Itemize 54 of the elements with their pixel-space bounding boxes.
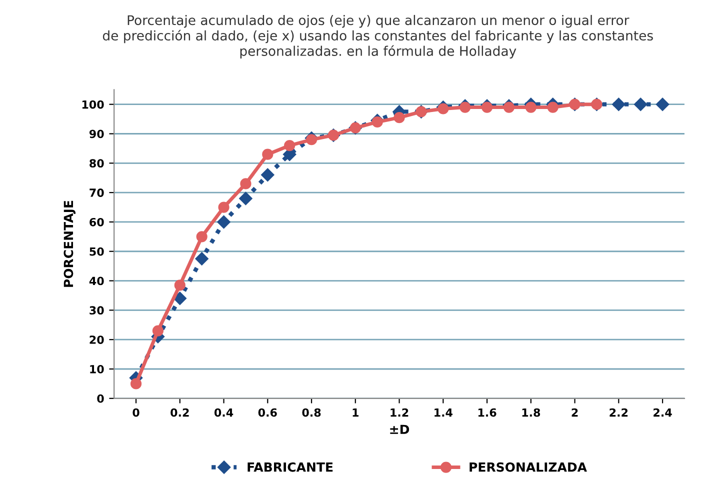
x-tick-label: 1.6 [478, 408, 496, 417]
point [394, 112, 405, 124]
y-tick-label: 60 [90, 218, 104, 226]
x-tick-label: 1 [352, 408, 359, 417]
point [547, 102, 558, 113]
x-tick-label: 1.8 [522, 408, 540, 417]
point [372, 116, 383, 128]
point [217, 215, 230, 229]
y-tick-label: 0 [97, 394, 104, 403]
y-tick-label: 10 [90, 364, 104, 374]
point [438, 103, 449, 114]
legend-label: PERSONALIZADA [470, 462, 587, 472]
point [612, 98, 626, 111]
point [503, 102, 515, 113]
point [130, 378, 142, 390]
y-tick-label: 40 [89, 276, 104, 286]
point [306, 134, 318, 146]
y-tick-label: 80 [90, 159, 104, 168]
point [525, 102, 536, 113]
legend-label: FABRICANTE [248, 462, 333, 472]
x-tick-label: 0.2 [170, 408, 189, 417]
point [239, 192, 252, 206]
x-tick-label: 0.4 [214, 408, 234, 417]
x-tick-label: 0.8 [302, 408, 321, 417]
y-tick-label: 20 [90, 336, 104, 344]
y-axis-title: PORCENTAJE [64, 200, 76, 287]
x-axis-title: ±D [390, 424, 410, 434]
point [284, 140, 296, 152]
x-tick-label: 0.6 [258, 408, 277, 417]
x-tick-label: 2 [572, 408, 578, 417]
y-tick-label: 100 [82, 100, 104, 109]
point [261, 168, 274, 182]
point [656, 98, 670, 111]
point [460, 102, 471, 113]
point [173, 292, 186, 306]
y-tick-label: 90 [89, 130, 104, 138]
point [634, 98, 648, 111]
point [152, 325, 164, 336]
point [240, 178, 252, 190]
point [196, 231, 208, 242]
point [481, 102, 493, 113]
x-tick-label: 0 [132, 408, 140, 417]
y-tick-label: 30 [90, 306, 104, 315]
x-tick-label: 2.2 [610, 408, 628, 417]
x-tick-label: 2.4 [654, 408, 672, 417]
y-tick-label: 50 [90, 247, 104, 256]
point [218, 202, 230, 213]
point [174, 280, 186, 291]
chart-title: Porcentaje acumulado de ojos (eje y) que alcanzaron un menor o igual error de predicción al dado, (eje x) usando las constantes del fabricante y las constantes personalizadas. en la fórmula de Holladay [102, 14, 653, 59]
y-tick-label: 70 [90, 188, 104, 197]
point [195, 252, 208, 266]
x-tick-label: 1.4 [434, 408, 452, 417]
x-tick-label: 1.2 [390, 408, 408, 417]
point [262, 148, 274, 160]
